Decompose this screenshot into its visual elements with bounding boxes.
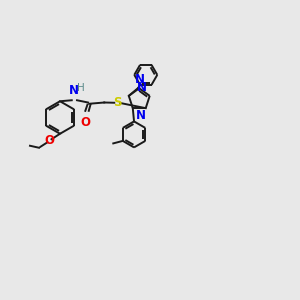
Text: N: N bbox=[136, 110, 146, 122]
Text: S: S bbox=[113, 97, 122, 110]
Text: N: N bbox=[137, 81, 147, 94]
Text: O: O bbox=[80, 116, 91, 128]
Text: H: H bbox=[77, 83, 85, 93]
Text: N: N bbox=[69, 85, 79, 98]
Text: O: O bbox=[44, 134, 55, 147]
Text: N: N bbox=[134, 73, 145, 86]
